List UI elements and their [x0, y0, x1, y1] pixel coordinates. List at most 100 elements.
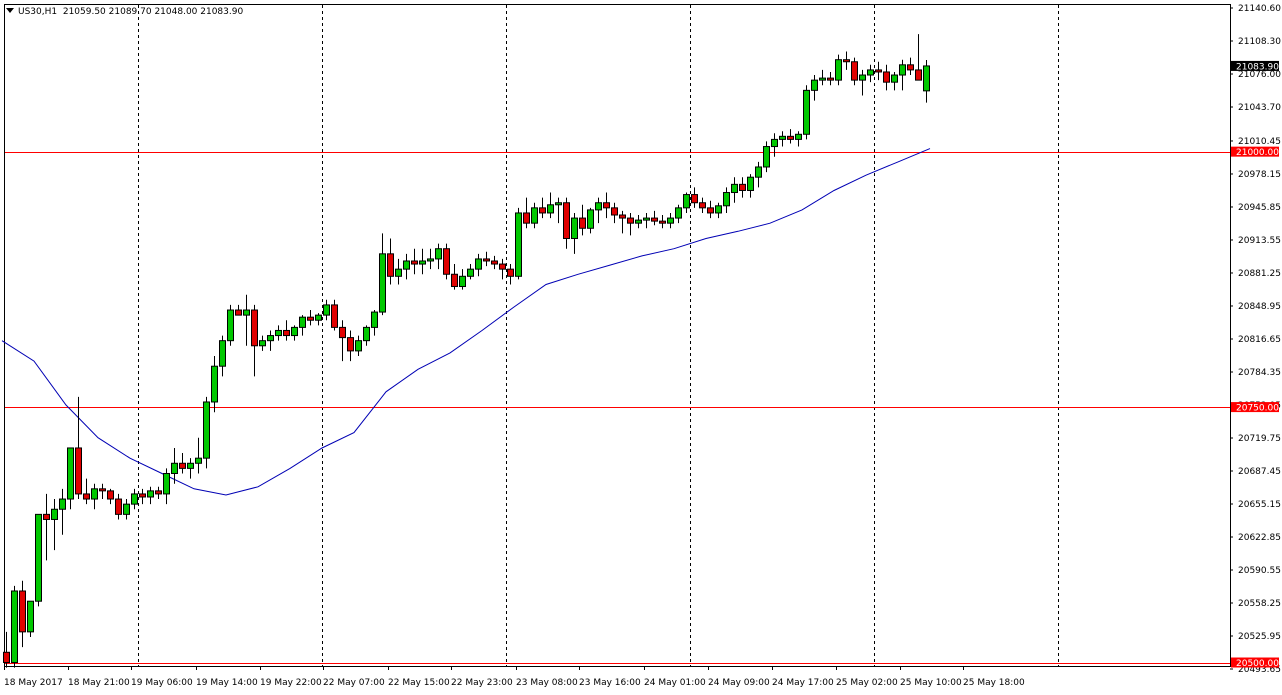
candle-body	[171, 462, 178, 474]
candle-body	[51, 508, 58, 520]
candle-body	[347, 337, 354, 352]
candle-body	[27, 600, 34, 633]
candle-body	[731, 183, 738, 194]
candle-body	[67, 447, 74, 500]
candle-body	[923, 65, 930, 92]
candle-body	[427, 258, 434, 262]
price-axis-label: 21108.30	[1238, 37, 1281, 47]
candle-body	[395, 268, 402, 277]
candle-body	[723, 192, 730, 207]
candle-body	[659, 220, 666, 224]
time-axis-label: 19 May 14:00	[196, 678, 258, 688]
level-price-tag	[1231, 146, 1279, 157]
plot-frame	[4, 4, 1231, 667]
candle-body	[195, 457, 202, 464]
candle-body	[307, 316, 314, 321]
candle-body	[515, 212, 522, 277]
dropdown-triangle-icon[interactable]	[6, 8, 14, 13]
candle-body	[899, 64, 906, 76]
candle-body	[787, 135, 794, 140]
time-axis-label: 25 May 10:00	[900, 678, 962, 688]
candle-body	[539, 207, 546, 214]
candle-body	[59, 498, 66, 510]
candle-body	[763, 146, 770, 168]
candle-body	[571, 217, 578, 239]
candle-body	[35, 513, 42, 602]
candle-body	[587, 209, 594, 229]
time-axis-label: 18 May 2017	[4, 678, 63, 688]
candle-body	[403, 260, 410, 270]
candle-body	[355, 340, 362, 352]
candle-body	[835, 59, 842, 81]
time-axis-label: 22 May 23:00	[451, 678, 513, 688]
candle-body	[115, 498, 122, 515]
candle-body	[331, 304, 338, 328]
price-axis-label: 20784.35	[1238, 368, 1281, 378]
price-axis-label: 21076.00	[1238, 70, 1281, 80]
level-price-tag	[1231, 657, 1279, 668]
price-axis-label: 21140.60	[1238, 4, 1281, 14]
price-axis-label: 20913.55	[1238, 236, 1281, 246]
candle-body	[675, 207, 682, 219]
current-price-label: 21083.90	[1236, 62, 1279, 72]
candle-body	[467, 268, 474, 277]
candle-body	[19, 590, 26, 633]
candle-body	[891, 74, 898, 83]
candle-body	[315, 314, 322, 321]
time-axis-label: 22 May 07:00	[323, 678, 385, 688]
candle-body	[867, 69, 874, 76]
candle-body	[747, 176, 754, 191]
candle-body	[739, 183, 746, 191]
candle-body	[579, 217, 586, 229]
candle-body	[339, 326, 346, 339]
candle-body	[323, 304, 330, 316]
candle-body	[227, 309, 234, 342]
ohlc-values: 21059.50 21089.70 21048.00 21083.90	[62, 7, 244, 17]
candle-body	[11, 590, 18, 664]
price-axis-label: 20945.85	[1238, 203, 1281, 213]
candle-body	[611, 207, 618, 216]
price-axis-label: 20525.95	[1238, 632, 1281, 642]
candle-body	[531, 207, 538, 224]
candle-body	[163, 472, 170, 495]
candle-body	[435, 248, 442, 260]
price-axis-label: 21010.45	[1238, 137, 1281, 147]
candle-body	[875, 69, 882, 73]
candle-body	[419, 260, 426, 265]
price-axis-label: 20816.65	[1238, 335, 1281, 345]
symbol-label: US30,H1	[18, 7, 58, 17]
candle-body	[851, 61, 858, 81]
candle-body	[627, 217, 634, 224]
candle-body	[819, 77, 826, 81]
time-axis-label: 18 May 21:00	[68, 678, 130, 688]
candle-body	[371, 311, 378, 328]
price-axis-label: 20655.15	[1238, 500, 1281, 510]
candle-body	[283, 329, 290, 337]
candle-body	[299, 316, 306, 328]
moving-average-line	[1, 148, 931, 496]
candle-body	[795, 133, 802, 140]
candle-body	[691, 194, 698, 204]
price-axis-label: 20719.75	[1238, 434, 1281, 444]
candle-body	[667, 217, 674, 224]
price-axis-label: 20978.15	[1238, 170, 1281, 180]
candle-body	[211, 365, 218, 403]
current-price-tag	[1231, 60, 1279, 71]
candle-body	[91, 488, 98, 500]
candle-body	[563, 202, 570, 239]
candle-body	[699, 202, 706, 209]
candle-body	[827, 77, 834, 81]
candle-body	[595, 202, 602, 211]
candle-body	[811, 79, 818, 91]
candle-body	[131, 493, 138, 505]
candle-body	[267, 335, 274, 342]
chart-header: US30,H1 21059.50 21089.70 21048.00 21083…	[6, 7, 243, 17]
time-axis-label: 25 May 18:00	[963, 678, 1025, 688]
time-axis-label: 24 May 17:00	[772, 678, 834, 688]
candle-body	[3, 651, 10, 664]
candle-body	[523, 212, 530, 224]
candle-body	[379, 253, 386, 313]
candle-body	[387, 253, 394, 277]
